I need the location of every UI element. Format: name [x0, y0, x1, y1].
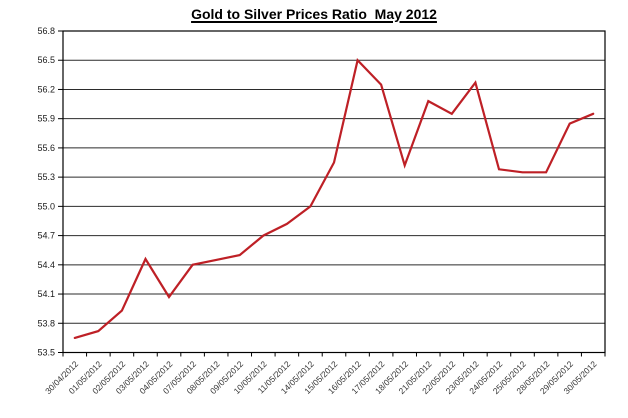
y-tick-label: 54.1 [37, 289, 55, 299]
gold-silver-ratio-line [73, 57, 595, 339]
chart-title: Gold to Silver Prices Ratio May 2012 [0, 6, 628, 22]
y-tick-label: 56.2 [37, 84, 55, 94]
y-tick-label: 56.5 [37, 55, 55, 65]
plot-border [62, 30, 606, 354]
y-tick-label: 55.6 [37, 143, 55, 153]
y-tick-label: 54.7 [37, 231, 55, 241]
y-tick-label: 53.5 [37, 348, 55, 358]
chart-title-text: Gold to Silver Prices Ratio May 2012 [191, 6, 437, 22]
y-tick-label: 53.8 [37, 318, 55, 328]
y-tick-label: 54.4 [37, 260, 55, 270]
y-tick-label: 55.9 [37, 114, 55, 124]
y-tick-label: 56.8 [37, 26, 55, 36]
y-tick-label: 55.0 [37, 201, 55, 211]
y-tick-label: 55.3 [37, 172, 55, 182]
